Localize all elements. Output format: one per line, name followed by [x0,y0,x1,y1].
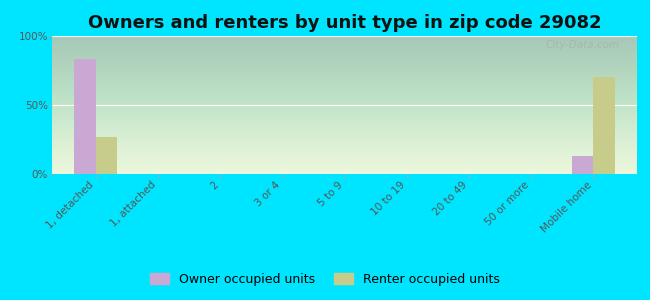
Legend: Owner occupied units, Renter occupied units: Owner occupied units, Renter occupied un… [146,268,504,291]
Title: Owners and renters by unit type in zip code 29082: Owners and renters by unit type in zip c… [88,14,601,32]
Bar [593,77,615,174]
Bar [74,59,96,174]
Bar [96,137,118,174]
Text: City-Data.com: City-Data.com [545,40,619,50]
Bar [571,156,593,174]
